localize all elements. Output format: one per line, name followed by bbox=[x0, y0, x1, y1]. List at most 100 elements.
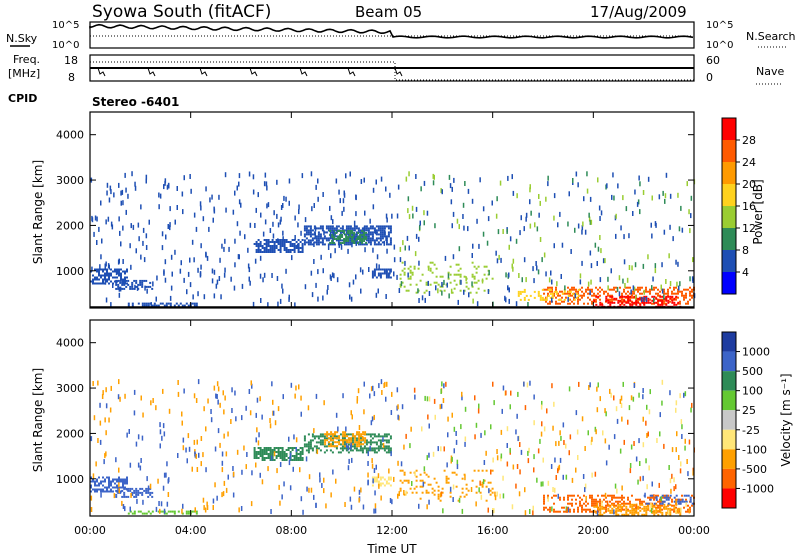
scatter-cell bbox=[643, 289, 645, 295]
scatter-cell bbox=[541, 257, 543, 263]
scatter-cell bbox=[127, 302, 130, 305]
scatter-cell bbox=[355, 240, 357, 246]
scatter-cell bbox=[605, 295, 608, 298]
scatter-cell bbox=[261, 455, 264, 457]
scatter-cell bbox=[457, 263, 460, 266]
scatter-cell bbox=[647, 299, 650, 302]
scatter-cell bbox=[528, 447, 530, 453]
scatter-cell bbox=[325, 227, 328, 230]
scatter-cell bbox=[421, 479, 424, 482]
scatter-cell bbox=[425, 281, 428, 284]
scatter-cell bbox=[377, 433, 380, 436]
scatter-cell bbox=[317, 227, 320, 230]
scatter-cell bbox=[378, 264, 380, 270]
scatter-cell bbox=[650, 508, 653, 513]
scatter-cell bbox=[491, 487, 494, 490]
scatter-cell bbox=[96, 276, 98, 279]
scatter-cell bbox=[297, 453, 300, 455]
scatter-cell bbox=[106, 190, 108, 196]
scatter-cell bbox=[292, 466, 294, 472]
scatter-cell bbox=[387, 482, 390, 485]
scatter-cell bbox=[291, 255, 293, 261]
scatter-cell bbox=[182, 437, 185, 443]
scatter-cell bbox=[108, 490, 110, 493]
scatter-cell bbox=[480, 432, 482, 438]
scatter-cell bbox=[342, 431, 345, 434]
scatter-cell bbox=[389, 192, 391, 198]
scatter-cell bbox=[679, 498, 681, 501]
scatter-cell bbox=[621, 485, 623, 491]
scatter-cell bbox=[360, 433, 363, 436]
scatter-cell bbox=[441, 282, 443, 287]
scatter-cell bbox=[650, 222, 652, 228]
scatter-cell bbox=[663, 503, 666, 506]
scatter-cell bbox=[373, 451, 376, 454]
scatter-cell bbox=[407, 208, 409, 214]
scatter-cell bbox=[124, 282, 126, 285]
scatter-cell bbox=[379, 476, 382, 479]
scatter-cell bbox=[685, 292, 687, 295]
scatter-cell bbox=[123, 279, 126, 282]
scatter-cell bbox=[387, 478, 390, 481]
scatter-cell bbox=[481, 485, 484, 488]
scatter-cell bbox=[345, 236, 348, 238]
scatter-cell bbox=[193, 257, 195, 263]
scatter-cell bbox=[659, 298, 661, 301]
scatter-cell bbox=[283, 451, 286, 453]
scatter-cell bbox=[656, 496, 658, 501]
scatter-cell bbox=[389, 447, 392, 450]
scatter-cell bbox=[345, 426, 347, 432]
scatter-cell bbox=[599, 286, 601, 289]
colorbar-tick-label: 4 bbox=[742, 266, 749, 279]
colorbar-swatch bbox=[722, 429, 736, 450]
scatter-cell bbox=[362, 443, 365, 446]
scatter-cell bbox=[381, 272, 384, 275]
scatter-cell bbox=[329, 449, 332, 452]
scatter-cell bbox=[689, 496, 692, 499]
scatter-cell bbox=[543, 500, 545, 503]
scatter-cell bbox=[143, 302, 146, 305]
scatter-cell bbox=[295, 455, 298, 457]
scatter-cell bbox=[382, 442, 385, 448]
scatter-cell bbox=[307, 451, 310, 454]
scatter-cell bbox=[90, 270, 92, 273]
scatter-cell bbox=[375, 447, 378, 450]
scatter-cell bbox=[378, 383, 380, 389]
scatter-cell bbox=[658, 482, 660, 488]
scatter-cell bbox=[350, 410, 352, 416]
scatter-cell bbox=[330, 439, 333, 442]
scatter-cell bbox=[487, 289, 490, 294]
scatter-cell bbox=[102, 278, 104, 281]
scatter-cell bbox=[250, 501, 253, 507]
scatter-cell bbox=[373, 414, 375, 420]
scatter-cell bbox=[413, 487, 416, 490]
scatter-cell bbox=[523, 257, 526, 263]
scatter-cell bbox=[259, 255, 262, 261]
scatter-cell bbox=[457, 499, 460, 502]
scatter-cell bbox=[285, 459, 288, 461]
scatter-cell bbox=[332, 219, 334, 225]
scatter-cell bbox=[281, 455, 284, 457]
scatter-cell bbox=[147, 489, 150, 492]
scatter-cell bbox=[599, 505, 602, 508]
scatter-cell bbox=[637, 301, 640, 304]
scatter-cell bbox=[380, 176, 383, 182]
scatter-cell bbox=[645, 288, 647, 291]
scatter-cell bbox=[281, 449, 284, 451]
scatter-cell bbox=[117, 283, 120, 286]
scatter-cell bbox=[587, 302, 589, 305]
scatter-cell bbox=[261, 247, 264, 249]
scatter-cell bbox=[561, 292, 564, 295]
scatter-cell bbox=[537, 269, 540, 275]
scatter-cell bbox=[369, 218, 371, 224]
scatter-cell bbox=[657, 298, 659, 301]
scatter-cell bbox=[643, 507, 646, 510]
scatter-cell bbox=[337, 230, 340, 232]
scatter-cell bbox=[565, 296, 567, 299]
scatter-cell bbox=[202, 216, 205, 222]
scatter-cell bbox=[315, 282, 317, 288]
scatter-cell bbox=[691, 288, 693, 291]
scatter-cell bbox=[524, 487, 526, 493]
scatter-cell bbox=[559, 290, 561, 293]
scatter-cell bbox=[559, 298, 562, 301]
